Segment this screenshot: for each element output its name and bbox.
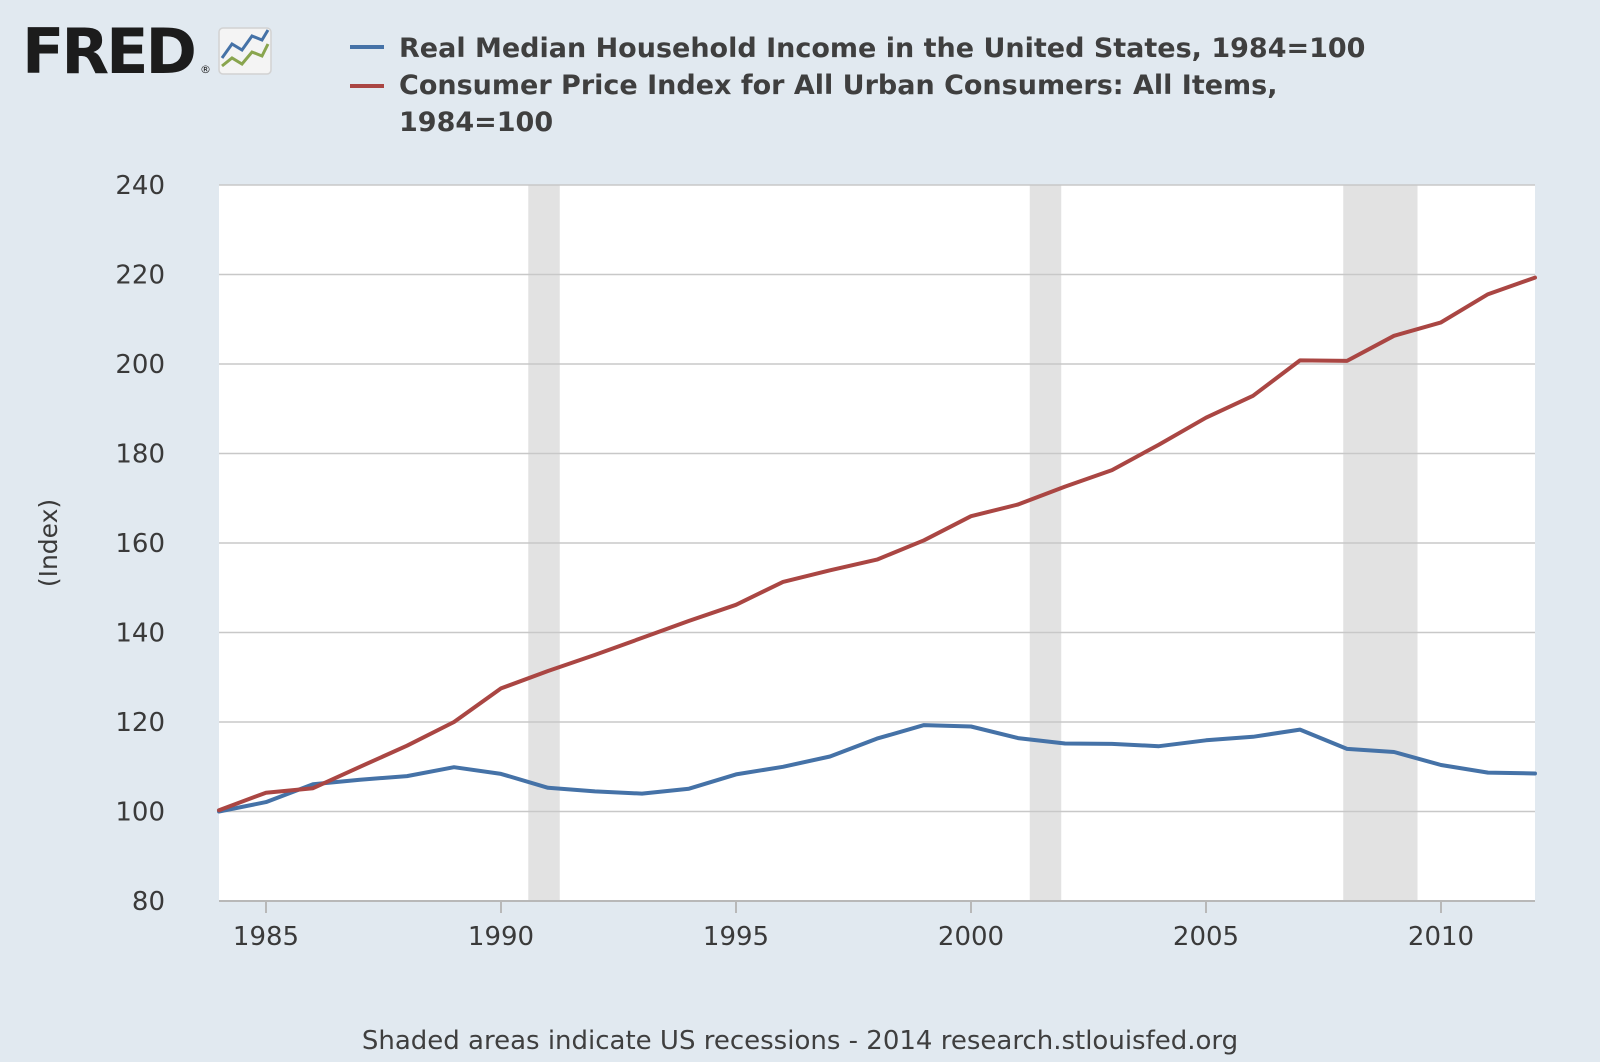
y-tick-label-200: 200 (115, 350, 165, 380)
fred-chart-icon (218, 27, 272, 75)
x-axis-ticks: 1985 1990 1995 2000 2005 2010 (233, 901, 1474, 952)
legend-item-income[interactable]: Real Median Household Income in the Unit… (350, 33, 1365, 64)
y-axis-label: (Index) (34, 499, 63, 587)
y-tick-label-120: 120 (115, 708, 165, 738)
x-tick-label-2005: 2005 (1173, 922, 1239, 952)
x-tick-label-1995: 1995 (703, 922, 769, 952)
y-axis-ticks: 80 100 120 140 160 180 200 220 240 (115, 171, 165, 917)
x-tick-label-1985: 1985 (233, 922, 299, 952)
y-tick-label-140: 140 (115, 619, 165, 649)
x-tick-label-2010: 2010 (1408, 922, 1474, 952)
y-tick-label-160: 160 (115, 529, 165, 559)
chart-legend: Real Median Household Income in the Unit… (350, 33, 1365, 138)
series-line-income[interactable] (217, 723, 1537, 814)
y-tick-label-80: 80 (132, 887, 165, 917)
y-tick-label-100: 100 (115, 798, 165, 828)
gridlines (219, 184, 1535, 902)
y-tick-label-180: 180 (115, 440, 165, 470)
legend-item-cpi[interactable]: Consumer Price Index for All Urban Consu… (350, 70, 1278, 138)
logo-text: FRED (22, 15, 194, 88)
series-lines (217, 275, 1537, 814)
legend-label-income: Real Median Household Income in the Unit… (399, 33, 1365, 64)
series-line-cpi[interactable] (217, 275, 1537, 813)
footer-note[interactable]: Shaded areas indicate US recessions - 20… (362, 1026, 1238, 1056)
x-tick-label-1990: 1990 (468, 922, 534, 952)
x-tick-label-2000: 2000 (938, 922, 1004, 952)
fred-logo[interactable]: FRED ® (22, 15, 272, 88)
legend-label-cpi-line2: 1984=100 (399, 107, 553, 138)
y-tick-label-220: 220 (115, 261, 165, 291)
legend-label-cpi-line1: Consumer Price Index for All Urban Consu… (399, 70, 1278, 101)
y-tick-label-240: 240 (115, 171, 165, 201)
logo-registered: ® (200, 63, 211, 76)
